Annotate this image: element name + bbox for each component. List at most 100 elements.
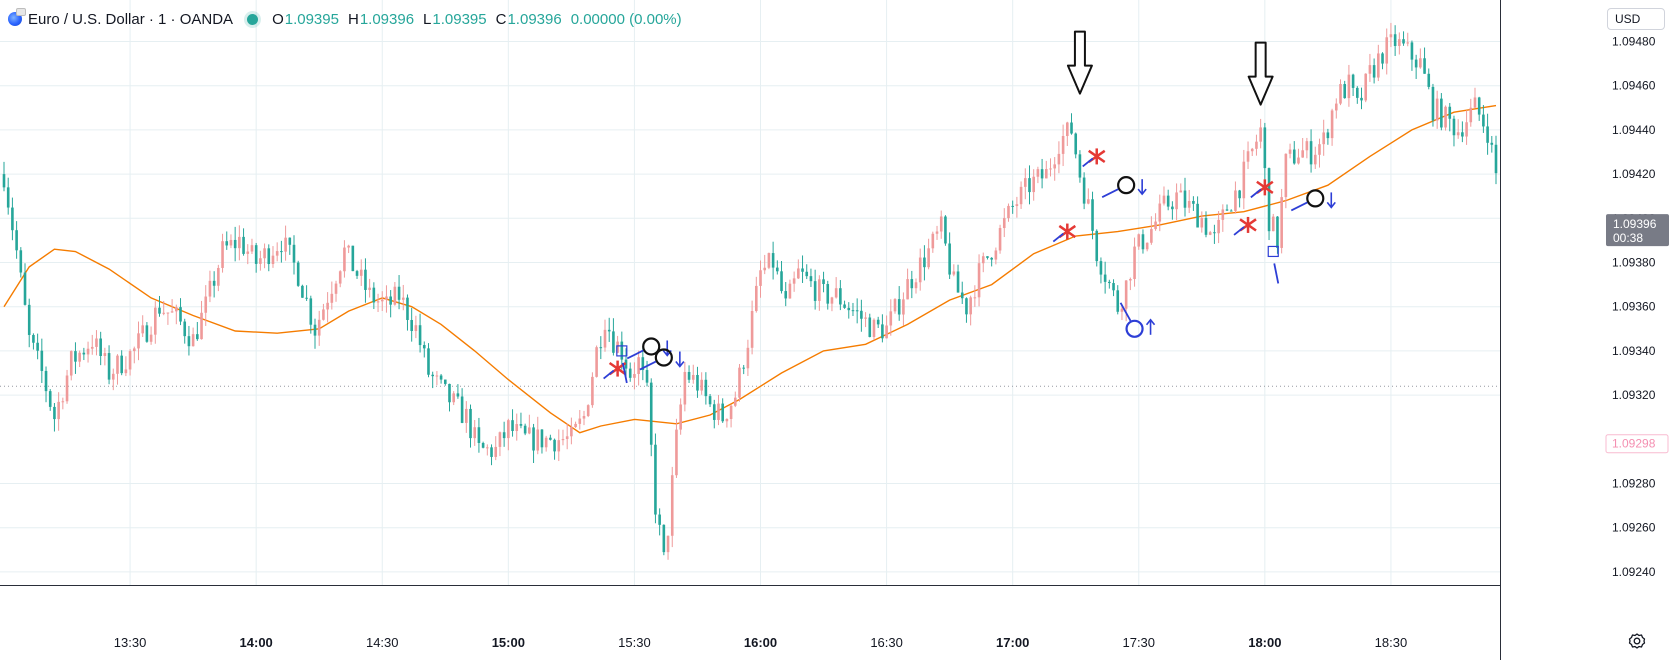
candle-body: [149, 334, 153, 342]
candle-body: [313, 324, 317, 336]
candle-body: [876, 319, 880, 325]
candle-body: [637, 357, 640, 375]
candle: [406, 294, 409, 331]
candle-body: [82, 352, 86, 355]
small-up-arrow-head: [1145, 318, 1156, 326]
candle: [1490, 135, 1494, 153]
symbol-legend[interactable]: Euro / U.S. Dollar · 1 · OANDA O 1.09395 …: [8, 8, 691, 30]
candle-body: [1166, 195, 1170, 207]
candle: [1175, 183, 1178, 220]
candle: [654, 433, 657, 524]
candle: [1242, 149, 1246, 210]
candle: [864, 312, 867, 328]
candle-body: [187, 336, 191, 347]
candle: [481, 441, 485, 449]
candle-body: [145, 325, 149, 342]
candle: [1389, 22, 1393, 48]
candle: [1154, 213, 1157, 231]
candle: [1141, 229, 1145, 254]
candle-body: [259, 258, 262, 264]
candle-body: [296, 262, 300, 286]
candle: [443, 379, 447, 386]
price-tick-label: 1.09480: [1612, 35, 1656, 49]
candle-body: [553, 439, 556, 452]
candle: [931, 231, 935, 253]
price-tick-label: 1.09440: [1612, 123, 1656, 137]
candle-body: [918, 257, 922, 283]
candle-body: [305, 297, 308, 299]
candle: [788, 279, 792, 299]
candle-body: [221, 241, 224, 268]
candle: [956, 264, 960, 293]
candle: [1044, 160, 1048, 179]
currency-button[interactable]: USD: [1607, 8, 1665, 30]
candle: [32, 333, 35, 350]
candle: [145, 322, 149, 343]
candle: [1301, 138, 1304, 158]
candle: [759, 260, 762, 298]
candle-body: [124, 369, 128, 374]
candle-body: [128, 351, 132, 370]
candle-body: [406, 297, 409, 320]
candle-body: [662, 524, 666, 553]
candle: [1087, 188, 1090, 205]
candle-body: [1015, 204, 1019, 207]
settings-icon[interactable]: [1626, 630, 1648, 652]
candle: [1171, 201, 1174, 220]
candle: [124, 356, 128, 377]
candle: [809, 268, 813, 287]
candle-body: [1066, 122, 1069, 137]
candle: [565, 423, 569, 450]
candle: [1049, 158, 1052, 177]
candle: [1225, 204, 1229, 211]
candle-body: [1330, 110, 1334, 139]
candle: [1255, 134, 1258, 156]
candle-body: [889, 311, 893, 326]
candle: [301, 284, 304, 298]
candle: [414, 315, 418, 339]
candle: [1465, 110, 1468, 145]
candle: [376, 293, 380, 313]
candlesticks: [2, 22, 1498, 560]
candle: [1360, 87, 1363, 110]
candle: [633, 362, 636, 390]
candle: [1229, 209, 1233, 212]
candle-body: [393, 286, 397, 305]
candle: [914, 278, 918, 294]
candle: [1007, 203, 1010, 222]
candle: [1452, 115, 1456, 147]
candle: [1032, 169, 1035, 201]
candle: [981, 252, 985, 273]
candle: [1246, 141, 1250, 170]
candle: [372, 282, 376, 310]
candle: [473, 419, 477, 446]
candle-body: [973, 297, 977, 299]
candle: [1423, 47, 1426, 74]
symbol-title[interactable]: Euro / U.S. Dollar · 1 · OANDA: [28, 10, 234, 28]
candle: [99, 331, 102, 366]
candle: [1259, 118, 1262, 149]
candle: [582, 410, 586, 426]
price-tick-label: 1.09360: [1612, 300, 1656, 314]
candle-body: [1242, 161, 1246, 199]
candle: [1019, 181, 1023, 209]
candle-body: [935, 231, 939, 234]
candle-body: [422, 345, 426, 349]
candle: [662, 524, 666, 556]
candle: [1074, 132, 1078, 159]
candle-body: [591, 376, 594, 406]
candle: [368, 278, 371, 298]
candle: [544, 435, 548, 452]
candle: [208, 270, 212, 303]
candle: [1297, 148, 1300, 165]
blue-tick: [1101, 188, 1119, 198]
candle-body: [1448, 106, 1452, 119]
candle-body: [204, 296, 208, 313]
candle: [1129, 277, 1132, 291]
candle: [918, 248, 922, 291]
candle: [712, 399, 716, 429]
candle-body: [1398, 39, 1401, 46]
price-tick-label: 1.09260: [1612, 521, 1656, 535]
candle-body: [834, 288, 838, 298]
